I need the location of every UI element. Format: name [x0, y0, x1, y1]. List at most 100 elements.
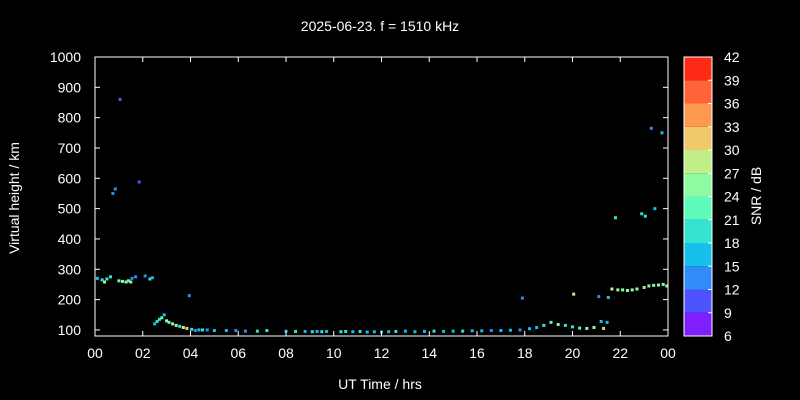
data-point	[153, 322, 157, 326]
colorbar-tick-label: 33	[724, 119, 740, 135]
colorbar-tick-label: 21	[724, 212, 740, 228]
data-point	[181, 326, 185, 330]
data-point	[442, 329, 446, 333]
data-point	[178, 324, 182, 328]
data-point	[606, 295, 610, 299]
data-point	[344, 329, 348, 333]
data-point	[265, 329, 269, 333]
colorbar-segment	[684, 126, 712, 150]
y-tick-label: 700	[58, 140, 82, 156]
y-tick-label: 100	[58, 322, 82, 338]
data-point	[518, 328, 522, 332]
data-point	[320, 330, 324, 334]
data-point	[432, 329, 436, 333]
data-point	[155, 319, 159, 323]
data-point	[143, 274, 147, 278]
data-point	[124, 280, 128, 284]
x-tick-label: 14	[421, 345, 437, 361]
data-point	[592, 326, 596, 330]
data-point	[549, 320, 553, 324]
data-point	[303, 329, 307, 333]
data-point	[351, 330, 355, 334]
data-point	[187, 294, 191, 298]
data-point	[528, 327, 532, 331]
data-point	[150, 276, 154, 280]
data-point	[480, 329, 484, 333]
data-point	[422, 329, 426, 333]
data-point	[205, 328, 209, 332]
data-point	[640, 212, 644, 216]
colorbar-segment	[684, 173, 712, 197]
data-point	[243, 329, 247, 333]
data-point	[105, 277, 109, 281]
colorbar-tick-label: 30	[724, 142, 740, 158]
data-point	[542, 323, 546, 327]
colorbar-tick-label: 42	[724, 49, 740, 65]
data-point	[642, 285, 646, 289]
data-point	[358, 329, 362, 333]
colorbar-tick-label: 24	[724, 189, 740, 205]
data-point	[365, 330, 369, 334]
data-point	[95, 276, 99, 280]
data-point	[224, 329, 228, 333]
data-point	[190, 327, 194, 331]
x-tick-label: 22	[612, 345, 628, 361]
data-point	[610, 287, 614, 291]
data-point	[572, 292, 576, 296]
colorbar-tick-label: 15	[724, 258, 740, 274]
x-tick-label: 06	[230, 345, 246, 361]
colorbar-segment	[684, 243, 712, 267]
x-tick-label: 00	[87, 345, 103, 361]
x-tick-label: 02	[135, 345, 151, 361]
data-point	[167, 320, 171, 324]
data-point	[171, 322, 175, 326]
colorbar-tick-label: 9	[724, 305, 732, 321]
x-tick-label: 00	[660, 345, 676, 361]
data-point	[499, 329, 503, 333]
data-point	[535, 326, 539, 330]
data-point	[160, 316, 164, 320]
data-point	[234, 329, 238, 333]
data-point	[563, 323, 567, 327]
data-point	[599, 319, 603, 323]
data-point	[625, 289, 629, 293]
colorbar-segment	[684, 57, 712, 81]
y-tick-label: 200	[58, 292, 82, 308]
data-point	[120, 279, 124, 283]
data-point	[134, 275, 138, 279]
x-tick-label: 10	[326, 345, 342, 361]
data-point	[148, 277, 152, 281]
data-point	[602, 326, 606, 330]
axes: 00 02 04 06 08 10 12 14 16 18 20 22 00 100 200 300 400 50…	[50, 49, 676, 361]
data-point	[571, 325, 574, 329]
colorbar-segment	[684, 80, 712, 104]
data-point	[661, 282, 665, 286]
colorbar-tick-label: 6	[724, 328, 732, 344]
data-point	[597, 295, 601, 299]
data-point	[113, 187, 117, 191]
data-point	[387, 330, 391, 334]
data-points	[95, 97, 669, 334]
data-point	[556, 322, 560, 326]
y-tick-label: 600	[58, 170, 82, 186]
y-tick-label: 1000	[50, 49, 81, 65]
data-point	[109, 275, 113, 279]
colorbar-segment	[684, 266, 712, 290]
y-tick-label: 400	[58, 231, 82, 247]
data-point	[200, 328, 204, 332]
data-point	[103, 280, 107, 284]
data-point	[130, 276, 134, 280]
colorbar-tick-label: 27	[724, 165, 740, 181]
data-point	[653, 207, 657, 211]
data-point	[613, 216, 617, 220]
data-point	[212, 329, 216, 333]
data-point	[325, 329, 329, 333]
colorbar-tick-label: 18	[724, 235, 740, 251]
data-point	[652, 283, 656, 287]
data-point	[117, 279, 121, 283]
data-point	[635, 287, 639, 291]
x-axis-label: UT Time / hrs	[338, 376, 422, 392]
colorbar-tick-label: 36	[724, 96, 740, 112]
data-point	[157, 317, 161, 321]
x-tick-label: 12	[374, 345, 390, 361]
